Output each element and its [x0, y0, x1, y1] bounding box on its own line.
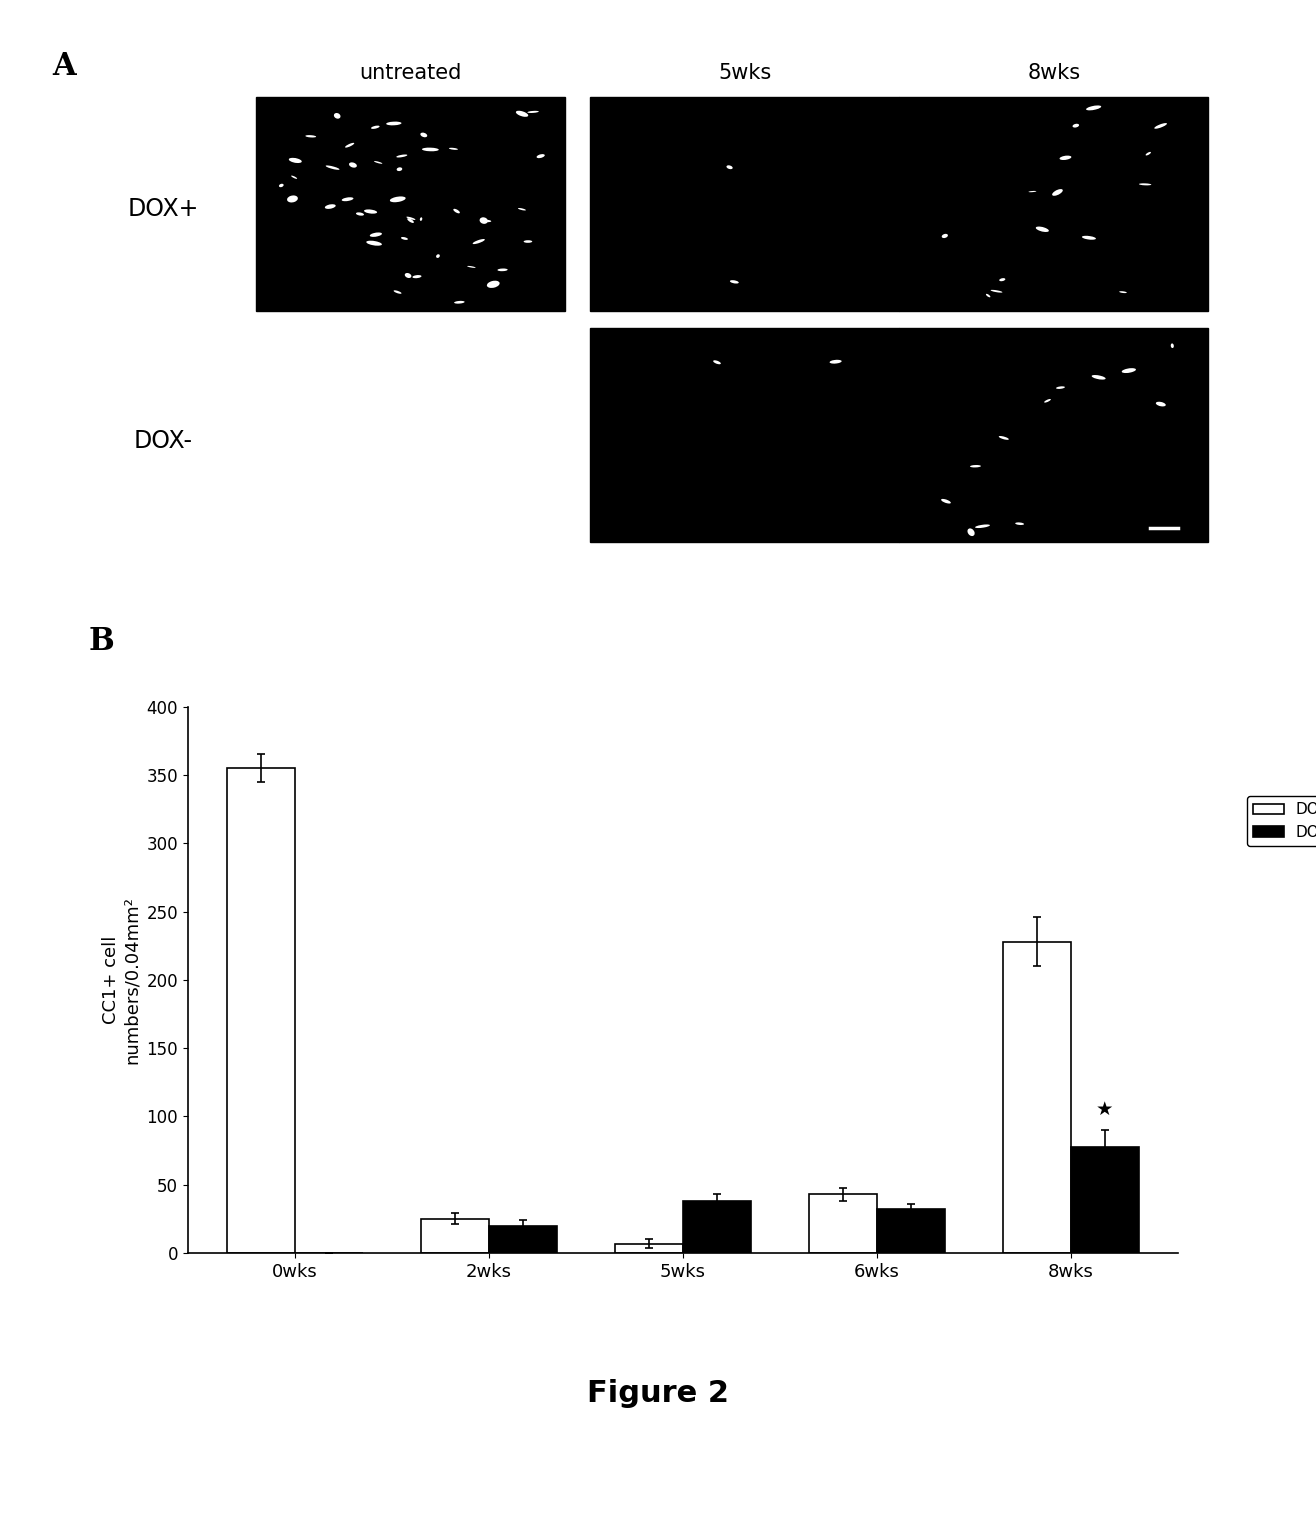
Ellipse shape — [291, 175, 297, 178]
Ellipse shape — [405, 273, 412, 277]
Ellipse shape — [1051, 189, 1063, 195]
Ellipse shape — [1138, 183, 1152, 186]
Ellipse shape — [524, 241, 532, 242]
Ellipse shape — [1092, 375, 1105, 379]
Ellipse shape — [407, 218, 415, 223]
Ellipse shape — [999, 436, 1009, 440]
Ellipse shape — [407, 216, 416, 219]
Ellipse shape — [1015, 523, 1024, 524]
Text: DOX-: DOX- — [134, 428, 192, 453]
Ellipse shape — [991, 290, 1003, 293]
Ellipse shape — [986, 294, 991, 297]
Ellipse shape — [970, 465, 980, 468]
Ellipse shape — [1155, 402, 1166, 407]
Text: untreated: untreated — [359, 62, 462, 82]
Ellipse shape — [1055, 386, 1065, 389]
Ellipse shape — [1059, 155, 1071, 160]
Ellipse shape — [967, 529, 975, 536]
Ellipse shape — [942, 233, 948, 238]
Ellipse shape — [396, 168, 403, 171]
Ellipse shape — [730, 280, 738, 283]
Ellipse shape — [401, 238, 408, 239]
Ellipse shape — [726, 165, 733, 169]
Ellipse shape — [1086, 105, 1101, 110]
Ellipse shape — [371, 125, 379, 130]
Ellipse shape — [334, 113, 341, 119]
Ellipse shape — [479, 218, 488, 224]
Ellipse shape — [713, 360, 721, 364]
Text: A: A — [51, 52, 75, 82]
Ellipse shape — [370, 233, 382, 236]
Ellipse shape — [487, 280, 500, 288]
Ellipse shape — [386, 122, 401, 125]
Bar — [255, 96, 566, 311]
Ellipse shape — [519, 207, 526, 210]
Ellipse shape — [366, 241, 382, 245]
Text: 5wks: 5wks — [719, 62, 771, 82]
Ellipse shape — [345, 143, 354, 148]
Ellipse shape — [1121, 369, 1136, 373]
Ellipse shape — [453, 209, 459, 213]
Ellipse shape — [393, 291, 401, 294]
Ellipse shape — [349, 163, 357, 168]
Bar — [590, 328, 899, 543]
Ellipse shape — [420, 218, 422, 221]
Ellipse shape — [472, 239, 484, 244]
Ellipse shape — [516, 111, 528, 117]
Ellipse shape — [422, 148, 438, 151]
Ellipse shape — [497, 268, 508, 271]
Ellipse shape — [1171, 343, 1174, 347]
Ellipse shape — [449, 148, 458, 149]
Ellipse shape — [829, 360, 842, 364]
Ellipse shape — [537, 154, 545, 158]
Ellipse shape — [396, 154, 408, 157]
Bar — [899, 96, 1208, 311]
Ellipse shape — [467, 265, 475, 268]
Ellipse shape — [305, 136, 316, 137]
Ellipse shape — [288, 158, 301, 163]
Ellipse shape — [1082, 236, 1096, 239]
Ellipse shape — [390, 197, 405, 203]
Ellipse shape — [454, 300, 465, 303]
Ellipse shape — [1119, 291, 1126, 293]
Ellipse shape — [355, 212, 365, 216]
Ellipse shape — [999, 279, 1005, 282]
Ellipse shape — [1146, 152, 1152, 155]
Ellipse shape — [325, 204, 336, 209]
Ellipse shape — [1044, 399, 1051, 402]
Ellipse shape — [287, 195, 297, 203]
Ellipse shape — [1154, 123, 1167, 128]
Ellipse shape — [1073, 123, 1079, 128]
Ellipse shape — [374, 162, 383, 163]
Bar — [590, 96, 899, 311]
Ellipse shape — [436, 255, 440, 258]
Ellipse shape — [420, 133, 428, 137]
Ellipse shape — [941, 498, 951, 503]
Text: 8wks: 8wks — [1028, 62, 1080, 82]
Ellipse shape — [528, 111, 538, 113]
Ellipse shape — [482, 219, 491, 223]
Ellipse shape — [975, 524, 990, 527]
Text: DOX+: DOX+ — [128, 198, 199, 221]
Ellipse shape — [342, 197, 354, 201]
Ellipse shape — [1036, 227, 1049, 232]
Ellipse shape — [412, 274, 421, 279]
Ellipse shape — [279, 184, 284, 187]
Bar — [899, 328, 1208, 543]
Text: B: B — [89, 626, 114, 657]
Text: Figure 2: Figure 2 — [587, 1379, 729, 1408]
Ellipse shape — [365, 209, 378, 213]
Ellipse shape — [325, 166, 340, 169]
